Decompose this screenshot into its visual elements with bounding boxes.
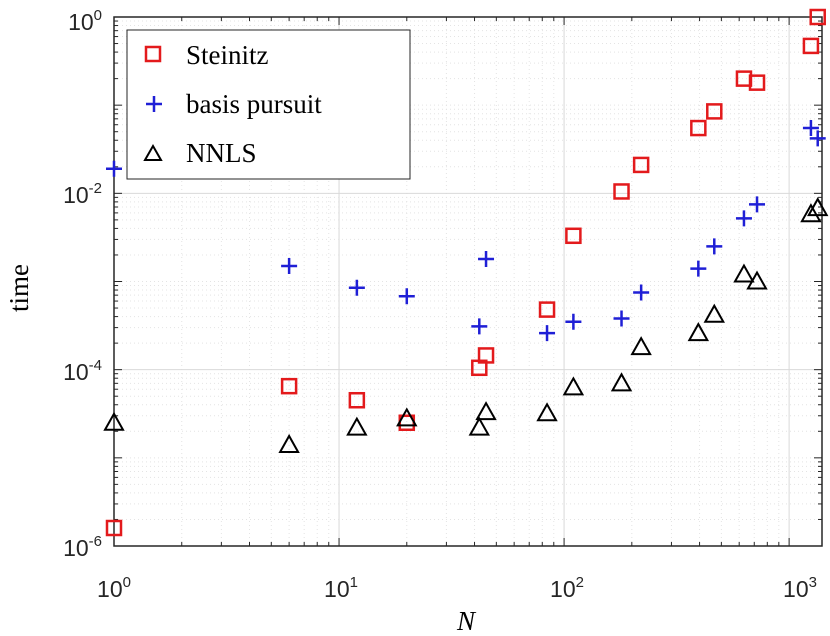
basis-pursuit-point: [281, 257, 298, 274]
x-tick-label-2: 102: [550, 574, 584, 602]
nnls-point: [746, 270, 768, 290]
basis-pursuit-point: [809, 130, 826, 147]
basis-pursuit-point: [749, 196, 766, 213]
nnls-point: [610, 372, 633, 392]
nnls-point: [800, 203, 822, 223]
steinitz-point: [802, 37, 820, 55]
steinitz-point: [706, 103, 723, 120]
x-tick-label-0: 100: [97, 574, 131, 602]
y-tick-label-3: 100: [68, 7, 102, 35]
legend-label-nnls: NNLS: [186, 138, 257, 168]
basis-pursuit-point: [539, 325, 556, 342]
nnls-point: [396, 407, 418, 427]
steinitz-point: [280, 377, 298, 395]
steinitz-point: [477, 347, 495, 364]
steinitz-point: [632, 156, 650, 174]
basis-pursuit-point: [633, 284, 650, 301]
legend-marker-steinitz: [144, 45, 162, 63]
nnls-point: [475, 401, 497, 421]
legend-box: [126, 29, 411, 180]
steinitz-point: [565, 227, 582, 245]
basis-pursuit-point: [690, 260, 707, 277]
x-axis-label: N: [456, 606, 477, 636]
tick-marks: [113, 16, 822, 547]
basis-pursuit-point: [613, 310, 630, 327]
legend-marker-basis-pursuit: [146, 96, 162, 112]
nnls-point: [807, 197, 829, 217]
nnls-point: [630, 336, 652, 356]
steinitz-point: [348, 391, 366, 409]
basis-pursuit-point: [565, 313, 582, 330]
legend-marker-nnls: [143, 143, 163, 161]
nnls-point: [103, 411, 125, 431]
y-tick-label-2: 10-2: [63, 180, 102, 208]
x-tick-label-1: 101: [324, 574, 358, 602]
basis-pursuit-point: [398, 288, 415, 305]
basis-pursuit-point: [802, 120, 819, 137]
steinitz-point: [613, 183, 630, 200]
nnls-point: [562, 376, 585, 396]
steinitz-point: [690, 119, 707, 137]
basis-pursuit-point: [735, 210, 752, 227]
nnls-point: [703, 303, 725, 323]
steinitz-point: [105, 519, 123, 537]
y-tick-label-0: 10-6: [63, 533, 102, 561]
y-axis-label: time: [4, 264, 34, 312]
legend-label-basis-pursuit: basis pursuit: [186, 89, 322, 119]
nnls-point: [346, 416, 368, 436]
steinitz-point: [538, 301, 556, 318]
basis-pursuit-point: [471, 318, 488, 335]
data-markers: [103, 8, 829, 537]
basis-pursuit-point: [478, 250, 495, 267]
basis-pursuit-point: [106, 160, 122, 177]
steinitz-point: [748, 74, 766, 91]
y-tick-label-1: 10-4: [63, 357, 102, 385]
basis-pursuit-point: [706, 238, 723, 255]
x-tick-label-3: 103: [783, 574, 817, 602]
steinitz-point: [809, 8, 826, 26]
nnls-point: [536, 402, 558, 422]
basis-pursuit-point: [348, 279, 365, 296]
nnls-point: [468, 416, 491, 436]
legend: Steinitz basis pursuit NNLS: [126, 29, 411, 180]
nnls-point: [278, 433, 300, 453]
nnls-point: [733, 263, 755, 283]
nnls-point: [687, 322, 710, 342]
legend-label-steinitz: Steinitz: [186, 40, 269, 70]
